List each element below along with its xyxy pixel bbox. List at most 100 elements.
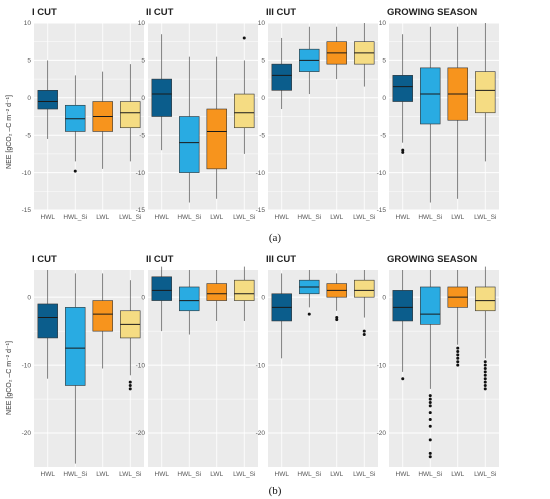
panel-title: GROWING SEASON	[387, 254, 477, 265]
outlier-point	[483, 380, 487, 384]
box-HWL	[392, 290, 413, 322]
outlier-point	[128, 380, 132, 384]
outlier-point	[456, 363, 460, 367]
panel-title: II CUT	[146, 7, 174, 18]
y-tick-label: 10	[258, 20, 266, 27]
y-tick-label: 0	[141, 294, 145, 301]
box-HWL_Si	[65, 307, 86, 386]
box-HWL	[151, 276, 172, 301]
outlier-point	[483, 360, 487, 364]
x-tick-label: LWL_Si	[474, 214, 496, 221]
panel-a-1: I CUT -15 -10 -5 0 5 10 HWL HWL_Si LWL LWL_Si	[22, 7, 144, 221]
y-tick-label: -20	[22, 430, 32, 437]
y-tick-label: -15	[22, 207, 32, 214]
box-LWL	[206, 283, 227, 301]
outlier-point	[401, 148, 405, 152]
outlier-point	[456, 360, 460, 364]
y-tick-label: 0	[27, 95, 31, 102]
x-tick-label: LWL	[330, 214, 343, 221]
outlier-point	[335, 318, 339, 322]
x-tick-label: LWL_Si	[353, 471, 375, 478]
y-tick-label: -10	[136, 362, 146, 369]
y-tick-label: -15	[377, 207, 387, 214]
box-HWL	[151, 78, 172, 117]
x-tick-label: HWL_Si	[418, 214, 442, 221]
panel-b-3: III CUT -20 -10 0 HWL HWL_Si LWL LWL_Si	[256, 254, 378, 478]
outlier-point	[73, 169, 77, 173]
x-tick-label: LWL	[451, 214, 464, 221]
x-tick-label: HWL_Si	[63, 214, 87, 221]
x-tick-label: LWL_Si	[474, 471, 496, 478]
y-tick-label: 5	[382, 58, 386, 65]
box-LWL	[206, 108, 227, 170]
y-tick-label: -5	[380, 132, 386, 139]
x-tick-label: LWL	[210, 471, 223, 478]
box-HWL	[37, 303, 58, 339]
y-tick-label: 10	[24, 20, 32, 27]
x-tick-label: HWL	[41, 471, 56, 478]
box-HWL	[37, 90, 58, 110]
x-tick-label: LWL	[210, 214, 223, 221]
y-tick-label: 5	[27, 58, 31, 65]
y-tick-label: 0	[261, 294, 265, 301]
outlier-point	[307, 312, 311, 316]
x-tick-label: LWL_Si	[119, 214, 141, 221]
y-tick-label: -10	[22, 362, 32, 369]
outlier-point	[456, 350, 460, 354]
x-tick-label: HWL_Si	[297, 471, 321, 478]
x-tick-label: HWL	[41, 214, 56, 221]
panel-a-2: II CUT -15 -10 -5 0 5 10 HWL HWL_Si LWL LWL_Si	[136, 7, 258, 221]
box-LWL_Si	[475, 286, 496, 312]
outlier-point	[456, 353, 460, 357]
y-tick-label: 0	[261, 95, 265, 102]
y-tick-label: -15	[136, 207, 146, 214]
y-tick-label: 10	[138, 20, 146, 27]
outlier-point	[401, 377, 405, 381]
panel-background	[148, 270, 258, 467]
outlier-point	[428, 404, 432, 408]
y-tick-label: -20	[377, 430, 387, 437]
outlier-point	[483, 370, 487, 374]
box-LWL_Si	[120, 101, 141, 129]
y-tick-label: -10	[256, 362, 266, 369]
x-tick-label: LWL_Si	[353, 214, 375, 221]
y-tick-label: -5	[139, 132, 145, 139]
outlier-point	[456, 356, 460, 360]
outlier-point	[456, 346, 460, 350]
box-LWL_Si	[475, 71, 496, 114]
outlier-point	[428, 417, 432, 421]
y-tick-label: -5	[25, 132, 31, 139]
outlier-point	[362, 333, 366, 337]
y-tick-label: 0	[382, 294, 386, 301]
y-tick-label: 5	[261, 58, 265, 65]
panel-title: III CUT	[266, 7, 296, 18]
y-tick-label: -20	[256, 430, 266, 437]
box-HWL	[392, 75, 413, 102]
box-HWL_Si	[420, 286, 441, 325]
y-tick-label: 5	[141, 58, 145, 65]
y-tick-label: -5	[259, 132, 265, 139]
x-tick-label: HWL_Si	[177, 214, 201, 221]
y-axis-label-a: NEE [gCO₂ –C m⁻² d⁻¹]	[6, 95, 13, 169]
outlier-point	[128, 383, 132, 387]
panel-title: I CUT	[32, 254, 57, 265]
y-tick-label: 0	[382, 95, 386, 102]
outlier-point	[483, 387, 487, 391]
box-HWL_Si	[179, 116, 200, 173]
x-tick-label: HWL	[155, 214, 170, 221]
box-HWL_Si	[179, 286, 200, 312]
box-LWL_Si	[234, 279, 255, 301]
panel-title: GROWING SEASON	[387, 7, 477, 18]
panel-b-4: GROWING SEASON -20 -10 0 HWL HWL_Si LWL LWL_Si	[377, 254, 499, 478]
x-tick-label: HWL	[396, 214, 411, 221]
panel-a-3: III CUT -15 -10 -5 0 5 10 HWL HWL_Si LWL LWL_Si	[256, 7, 378, 221]
panel-title: III CUT	[266, 254, 296, 265]
outlier-point	[428, 424, 432, 428]
y-tick-label: 0	[141, 95, 145, 102]
x-tick-label: LWL	[96, 471, 109, 478]
outlier-point	[428, 455, 432, 459]
x-tick-label: HWL_Si	[177, 471, 201, 478]
panel-background	[34, 270, 144, 467]
x-tick-label: LWL	[96, 214, 109, 221]
